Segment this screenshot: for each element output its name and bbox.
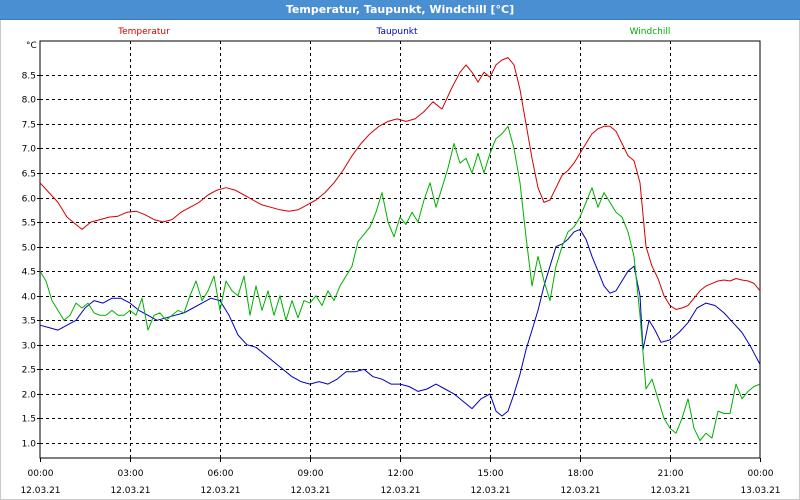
y-tick-label: 4.5 bbox=[22, 268, 36, 278]
x-tick-date: 12.03.21 bbox=[20, 486, 60, 496]
y-tick-label: 1.0 bbox=[22, 440, 37, 450]
y-unit-label: °C bbox=[26, 41, 37, 51]
legend-taupunkt: Taupunkt bbox=[375, 27, 418, 37]
x-tick-date: 12.03.21 bbox=[650, 486, 690, 496]
x-tick-time: 00:00 bbox=[748, 469, 774, 479]
y-tick-label: 8.5 bbox=[22, 72, 36, 82]
series-line-taupunkt bbox=[39, 228, 761, 417]
x-tick-time: 03:00 bbox=[118, 469, 144, 479]
x-tick-time: 18:00 bbox=[568, 469, 594, 479]
x-tick-date: 12.03.21 bbox=[200, 486, 240, 496]
y-tick-label: 7.5 bbox=[22, 121, 36, 131]
series-line-temperatur bbox=[39, 57, 761, 310]
y-tick-label: 5.0 bbox=[22, 244, 37, 254]
y-tick-label: 2.5 bbox=[22, 366, 36, 376]
x-tick-time: 06:00 bbox=[208, 469, 234, 479]
y-tick-label: 1.5 bbox=[22, 415, 36, 425]
x-tick-time: 21:00 bbox=[658, 469, 684, 479]
legend-temperatur: Temperatur bbox=[117, 27, 170, 37]
y-tick-label: 8.0 bbox=[22, 96, 37, 106]
y-tick-label: 7.0 bbox=[22, 145, 37, 155]
x-tick-time: 15:00 bbox=[478, 469, 504, 479]
y-tick-label: 6.0 bbox=[22, 195, 37, 205]
x-tick-date: 12.03.21 bbox=[560, 486, 600, 496]
chart-title: Temperatur, Taupunkt, Windchill [°C] bbox=[285, 3, 515, 16]
x-tick-time: 12:00 bbox=[388, 469, 414, 479]
y-tick-label: 4.0 bbox=[22, 293, 37, 303]
x-tick-date: 12.03.21 bbox=[470, 486, 510, 496]
chart-title-bar: Temperatur, Taupunkt, Windchill [°C] bbox=[0, 0, 800, 20]
y-tick-label: 6.5 bbox=[22, 170, 36, 180]
x-tick-date: 12.03.21 bbox=[290, 486, 330, 496]
x-tick-time: 00:00 bbox=[28, 469, 54, 479]
y-tick-label: 2.0 bbox=[22, 391, 37, 401]
y-tick-label: 3.5 bbox=[22, 317, 36, 327]
x-tick-date: 12.03.21 bbox=[110, 486, 150, 496]
y-tick-label: 5.5 bbox=[22, 219, 36, 229]
y-tick-label: 3.0 bbox=[22, 342, 37, 352]
x-tick-date: 12.03.21 bbox=[380, 486, 420, 496]
x-tick-time: 09:00 bbox=[298, 469, 324, 479]
x-tick-date: 13.03.21 bbox=[740, 486, 780, 496]
series-line-windchill bbox=[39, 125, 761, 441]
legend-windchill: Windchill bbox=[630, 27, 671, 37]
